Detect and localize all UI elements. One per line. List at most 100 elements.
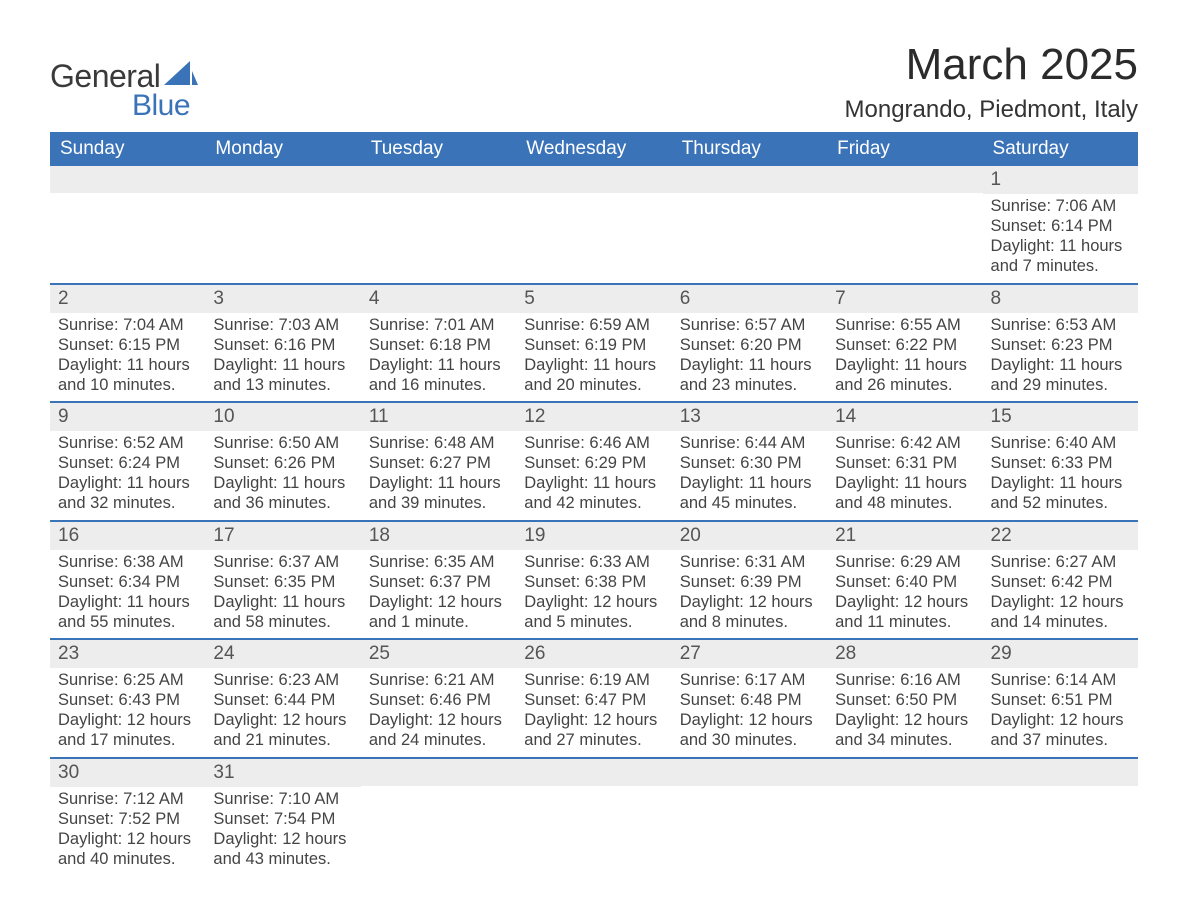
calendar-day-cell [516,166,671,284]
daylight-text: Daylight: 12 hours and 17 minutes. [58,710,197,750]
sunset-text: Sunset: 6:19 PM [524,335,663,355]
day-number: 6 [672,285,827,313]
sunrise-text: Sunrise: 6:16 AM [835,670,974,690]
sunrise-text: Sunrise: 6:35 AM [369,552,508,572]
calendar-day-cell: 30Sunrise: 7:12 AMSunset: 7:52 PMDayligh… [50,758,205,876]
calendar-day-cell [50,166,205,284]
calendar-day-cell: 17Sunrise: 6:37 AMSunset: 6:35 PMDayligh… [205,521,360,640]
daylight-text: Daylight: 12 hours and 24 minutes. [369,710,508,750]
day-details: Sunrise: 6:57 AMSunset: 6:20 PMDaylight:… [672,313,827,402]
day-number: 13 [672,403,827,431]
sunrise-text: Sunrise: 6:42 AM [835,433,974,453]
sunrise-text: Sunrise: 6:21 AM [369,670,508,690]
daylight-text: Daylight: 11 hours and 32 minutes. [58,473,197,513]
sunset-text: Sunset: 6:47 PM [524,690,663,710]
calendar-day-cell: 8Sunrise: 6:53 AMSunset: 6:23 PMDaylight… [983,284,1138,403]
sunset-text: Sunset: 6:39 PM [680,572,819,592]
day-number: 31 [205,759,360,787]
day-details: Sunrise: 6:14 AMSunset: 6:51 PMDaylight:… [983,668,1138,757]
sunrise-text: Sunrise: 6:38 AM [58,552,197,572]
day-number [361,759,516,786]
day-details: Sunrise: 6:53 AMSunset: 6:23 PMDaylight:… [983,313,1138,402]
day-details [672,786,827,794]
daylight-text: Daylight: 11 hours and 23 minutes. [680,355,819,395]
day-number: 11 [361,403,516,431]
calendar-day-cell [205,166,360,284]
calendar-day-cell: 11Sunrise: 6:48 AMSunset: 6:27 PMDayligh… [361,402,516,521]
calendar-day-cell: 12Sunrise: 6:46 AMSunset: 6:29 PMDayligh… [516,402,671,521]
calendar-day-cell: 25Sunrise: 6:21 AMSunset: 6:46 PMDayligh… [361,639,516,758]
daylight-text: Daylight: 12 hours and 30 minutes. [680,710,819,750]
calendar-day-cell [672,758,827,876]
calendar-week-row: 1Sunrise: 7:06 AMSunset: 6:14 PMDaylight… [50,166,1138,284]
day-details: Sunrise: 7:04 AMSunset: 6:15 PMDaylight:… [50,313,205,402]
calendar-week-row: 30Sunrise: 7:12 AMSunset: 7:52 PMDayligh… [50,758,1138,876]
weekday-header: Thursday [672,132,827,166]
day-details: Sunrise: 6:50 AMSunset: 6:26 PMDaylight:… [205,431,360,520]
day-details: Sunrise: 6:59 AMSunset: 6:19 PMDaylight:… [516,313,671,402]
calendar-day-cell: 27Sunrise: 6:17 AMSunset: 6:48 PMDayligh… [672,639,827,758]
sunset-text: Sunset: 6:38 PM [524,572,663,592]
day-details [205,193,360,201]
calendar-day-cell [361,166,516,284]
calendar-week-row: 9Sunrise: 6:52 AMSunset: 6:24 PMDaylight… [50,402,1138,521]
day-number [516,759,671,786]
daylight-text: Daylight: 11 hours and 29 minutes. [991,355,1130,395]
calendar-day-cell: 6Sunrise: 6:57 AMSunset: 6:20 PMDaylight… [672,284,827,403]
calendar-day-cell: 5Sunrise: 6:59 AMSunset: 6:19 PMDaylight… [516,284,671,403]
sunset-text: Sunset: 6:26 PM [213,453,352,473]
calendar-day-cell [827,758,982,876]
sunrise-text: Sunrise: 6:33 AM [524,552,663,572]
daylight-text: Daylight: 12 hours and 34 minutes. [835,710,974,750]
sunset-text: Sunset: 6:29 PM [524,453,663,473]
sunrise-text: Sunrise: 6:57 AM [680,315,819,335]
day-details: Sunrise: 6:35 AMSunset: 6:37 PMDaylight:… [361,550,516,639]
sunrise-text: Sunrise: 6:46 AM [524,433,663,453]
daylight-text: Daylight: 11 hours and 7 minutes. [991,236,1130,276]
weekday-header: Sunday [50,132,205,166]
sunrise-text: Sunrise: 6:17 AM [680,670,819,690]
day-number [827,166,982,193]
daylight-text: Daylight: 12 hours and 14 minutes. [991,592,1130,632]
day-number: 14 [827,403,982,431]
day-number: 10 [205,403,360,431]
sunset-text: Sunset: 6:24 PM [58,453,197,473]
weekday-header: Monday [205,132,360,166]
sunset-text: Sunset: 6:18 PM [369,335,508,355]
sunrise-text: Sunrise: 7:12 AM [58,789,197,809]
day-details: Sunrise: 6:38 AMSunset: 6:34 PMDaylight:… [50,550,205,639]
logo-text-blue: Blue [132,89,198,123]
sunrise-text: Sunrise: 6:27 AM [991,552,1130,572]
weekday-header: Tuesday [361,132,516,166]
day-details [672,193,827,201]
sunrise-text: Sunrise: 6:14 AM [991,670,1130,690]
sunset-text: Sunset: 6:23 PM [991,335,1130,355]
day-number: 18 [361,522,516,550]
day-number [361,166,516,193]
day-number: 5 [516,285,671,313]
day-details: Sunrise: 6:40 AMSunset: 6:33 PMDaylight:… [983,431,1138,520]
header: General Blue March 2025 Mongrando, Piedm… [50,40,1138,124]
weekday-header: Saturday [983,132,1138,166]
day-details: Sunrise: 6:46 AMSunset: 6:29 PMDaylight:… [516,431,671,520]
sunset-text: Sunset: 6:20 PM [680,335,819,355]
sunset-text: Sunset: 6:37 PM [369,572,508,592]
day-number: 22 [983,522,1138,550]
weekday-header: Wednesday [516,132,671,166]
calendar-day-cell: 4Sunrise: 7:01 AMSunset: 6:18 PMDaylight… [361,284,516,403]
day-details: Sunrise: 6:42 AMSunset: 6:31 PMDaylight:… [827,431,982,520]
day-number: 9 [50,403,205,431]
sunset-text: Sunset: 6:42 PM [991,572,1130,592]
sunrise-text: Sunrise: 7:01 AM [369,315,508,335]
calendar-day-cell: 28Sunrise: 6:16 AMSunset: 6:50 PMDayligh… [827,639,982,758]
calendar-day-cell: 21Sunrise: 6:29 AMSunset: 6:40 PMDayligh… [827,521,982,640]
day-details: Sunrise: 6:33 AMSunset: 6:38 PMDaylight:… [516,550,671,639]
day-number: 4 [361,285,516,313]
sunrise-text: Sunrise: 6:25 AM [58,670,197,690]
day-details: Sunrise: 7:12 AMSunset: 7:52 PMDaylight:… [50,787,205,876]
sunset-text: Sunset: 6:31 PM [835,453,974,473]
day-number: 21 [827,522,982,550]
logo-sail-icon [164,61,198,92]
daylight-text: Daylight: 11 hours and 13 minutes. [213,355,352,395]
day-details: Sunrise: 7:03 AMSunset: 6:16 PMDaylight:… [205,313,360,402]
